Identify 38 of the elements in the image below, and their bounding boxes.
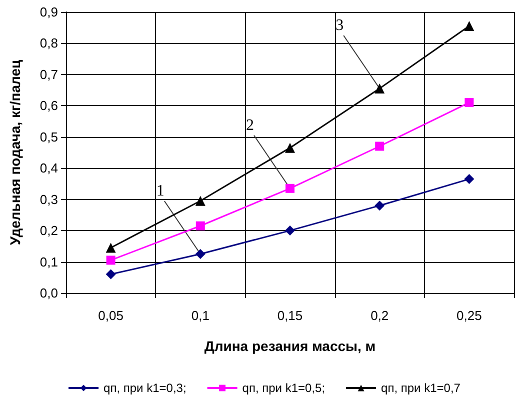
x-tick-label: 0,2 (370, 308, 389, 323)
legend-label: qп, при k1=0,7 (381, 381, 461, 395)
legend-label: qп, при k1=0,5; (242, 381, 326, 395)
point (106, 256, 116, 265)
point (375, 142, 384, 151)
x-axis-title: Длина резания массы, м (204, 338, 376, 354)
y-tick-label: 0,9 (40, 4, 58, 20)
point (464, 98, 474, 108)
point (106, 242, 116, 253)
y-tick-label: 0,7 (40, 66, 58, 82)
point (374, 83, 385, 94)
point (106, 269, 116, 280)
annotation: 2 (246, 116, 254, 134)
x-tick-label: 0,05 (98, 308, 124, 323)
x-tick-label: 0,15 (277, 308, 303, 323)
annotation: 1 (156, 182, 164, 200)
y-tick-label: 0,8 (40, 36, 58, 51)
y-tick-label: 0,2 (40, 223, 58, 238)
y-tick-label: 0,1 (40, 254, 58, 270)
point (195, 196, 206, 206)
y-tick-label: 0,4 (40, 160, 58, 176)
y-tick-label: 0,5 (40, 129, 58, 144)
point (285, 142, 295, 153)
x-tick-label: 0,25 (456, 308, 482, 323)
y-axis-title: Удельная подача, кг/палец (7, 60, 23, 246)
point (464, 21, 474, 32)
point (464, 174, 474, 184)
y-tick-label: 0,6 (40, 98, 58, 114)
point (195, 248, 206, 259)
x-tick-label: 0,1 (191, 308, 210, 323)
point (286, 184, 294, 193)
point (196, 221, 205, 230)
point (374, 200, 385, 211)
point (285, 226, 295, 236)
y-tick-label: 0,3 (40, 192, 58, 207)
annotation: 3 (336, 16, 344, 34)
y-tick-label: 0,0 (40, 286, 58, 300)
legend-label: qп, при k1=0,3; (104, 381, 186, 395)
